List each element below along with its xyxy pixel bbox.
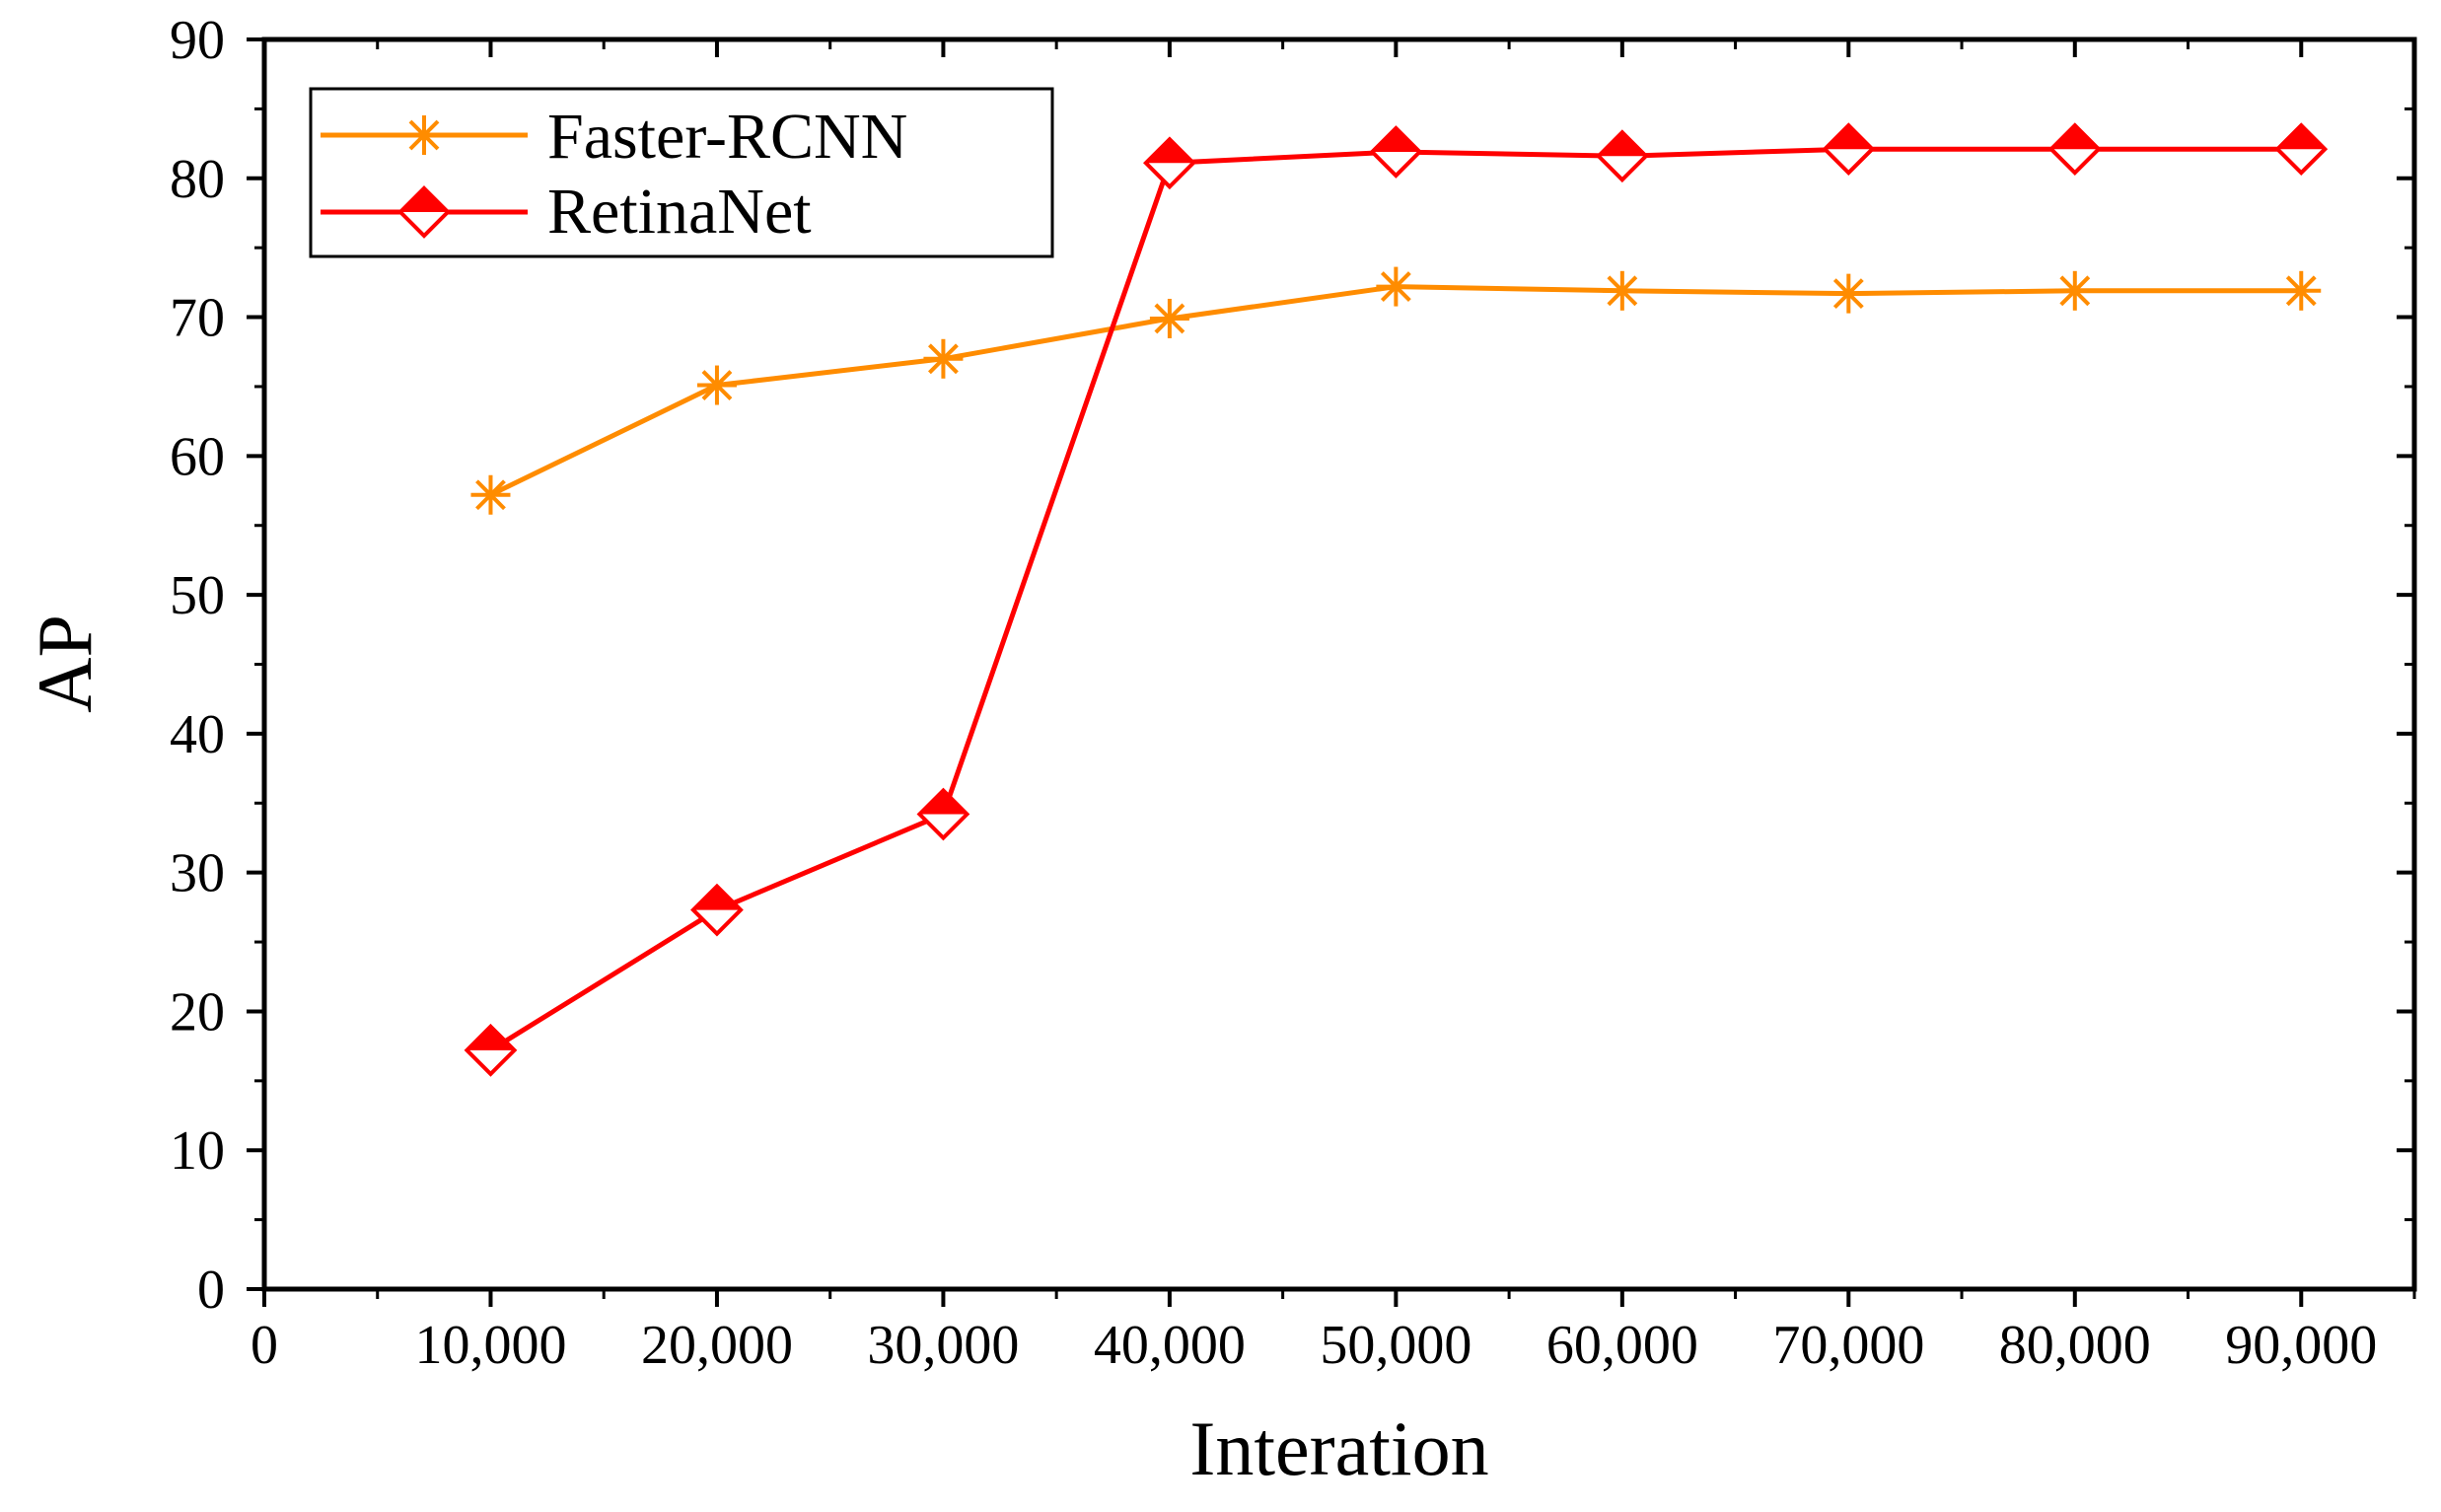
data-point-faster-rcnn <box>1376 266 1416 307</box>
data-point-faster-rcnn <box>696 365 737 405</box>
series-line-faster-rcnn <box>489 284 2302 498</box>
legend-label-faster-rcnn: Faster-RCNN <box>547 101 907 173</box>
x-tick-label: 60,000 <box>1546 1315 1698 1376</box>
y-tick-label: 90 <box>170 10 225 71</box>
y-tick-labels: 0 10 20 30 40 50 60 70 80 90 <box>170 10 225 1321</box>
data-point-faster-rcnn <box>1602 270 1642 311</box>
data-point-faster-rcnn <box>923 338 964 379</box>
series-layer <box>464 122 2329 1077</box>
data-point-faster-rcnn <box>470 474 511 515</box>
y-tick-label: 10 <box>170 1120 225 1182</box>
data-point-faster-rcnn <box>2281 270 2322 311</box>
x-tick-labels: 0 10,000 20,000 30,000 40,000 50,000 60,000 70,… <box>251 1315 2377 1376</box>
legend-marker-faster-rcnn <box>404 115 444 155</box>
y-tick-label: 40 <box>170 704 225 765</box>
y-tick-label: 50 <box>170 565 225 626</box>
data-point-retinanet <box>2047 122 2102 177</box>
plot-frame <box>261 36 2417 1292</box>
x-tick-label: 20,000 <box>641 1315 793 1376</box>
y-tick-label: 70 <box>170 288 225 349</box>
data-point-retinanet <box>1369 125 1423 179</box>
data-point-faster-rcnn <box>1149 298 1189 338</box>
y-tick-label: 60 <box>170 426 225 487</box>
y-tick-label: 80 <box>170 149 225 210</box>
x-tick-label: 50,000 <box>1320 1315 1472 1376</box>
data-point-retinanet <box>916 787 970 841</box>
legend: Faster-RCNN RetinaNet <box>309 87 1054 258</box>
data-point-retinanet <box>464 1024 518 1077</box>
y-axis-title: AP <box>22 614 108 713</box>
data-point-retinanet <box>2274 122 2329 177</box>
legend-box <box>309 87 1054 258</box>
x-tick-label: 30,000 <box>867 1315 1019 1376</box>
data-point-retinanet <box>1143 136 1196 190</box>
x-tick-label: 0 <box>251 1315 278 1376</box>
x-axis-title: Interation <box>1189 1405 1488 1491</box>
y-tick-label: 20 <box>170 981 225 1043</box>
legend-label-retinanet: RetinaNet <box>547 176 812 248</box>
data-point-retinanet <box>1822 122 1876 177</box>
x-tick-label: 70,000 <box>1772 1315 1924 1376</box>
x-tick-label: 10,000 <box>414 1315 566 1376</box>
x-tick-label: 90,000 <box>2225 1315 2377 1376</box>
y-tick-label: 0 <box>197 1260 225 1321</box>
data-point-faster-rcnn <box>1829 273 1869 314</box>
x-tick-label: 40,000 <box>1094 1315 1246 1376</box>
legend-marker-retinanet <box>397 185 451 239</box>
data-point-retinanet <box>690 883 744 937</box>
data-point-retinanet <box>1596 129 1649 183</box>
x-tick-label: 80,000 <box>1999 1315 2151 1376</box>
data-point-faster-rcnn <box>2054 270 2095 311</box>
y-tick-label: 30 <box>170 843 225 904</box>
